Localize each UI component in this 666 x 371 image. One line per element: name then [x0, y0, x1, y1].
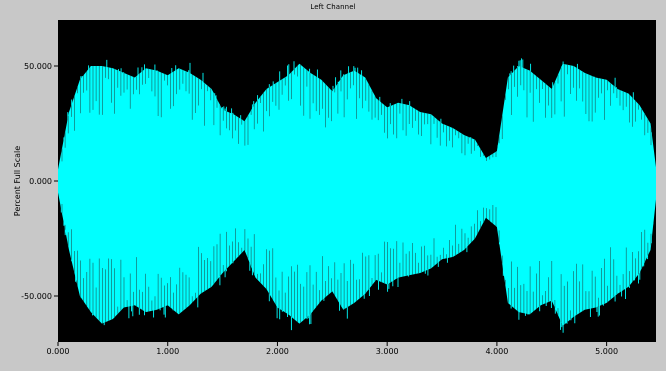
x-tick-label: 5.000	[595, 347, 618, 356]
y-tick-label: 0.000	[29, 177, 52, 186]
waveform-texture	[61, 64, 652, 325]
waveform-layer	[58, 58, 656, 333]
chart-title: Left Channel	[310, 3, 356, 11]
tick-layer: 0.000 1.000 2.000 3.000 4.000 5.000 50.000 0.00…	[21, 62, 618, 356]
x-tick-label: 1.000	[156, 347, 179, 356]
x-tick-label: 0.000	[47, 347, 70, 356]
waveform-spikes	[59, 58, 654, 333]
y-tick-label: -50.000	[21, 292, 52, 301]
x-tick-label: 2.000	[266, 347, 289, 356]
x-tick-label: 4.000	[485, 347, 508, 356]
waveform-envelope	[58, 63, 656, 326]
y-tick-label: 50.000	[24, 62, 52, 71]
x-tick-label: 3.000	[376, 347, 399, 356]
y-axis-label: Percent Full Scale	[13, 146, 22, 216]
